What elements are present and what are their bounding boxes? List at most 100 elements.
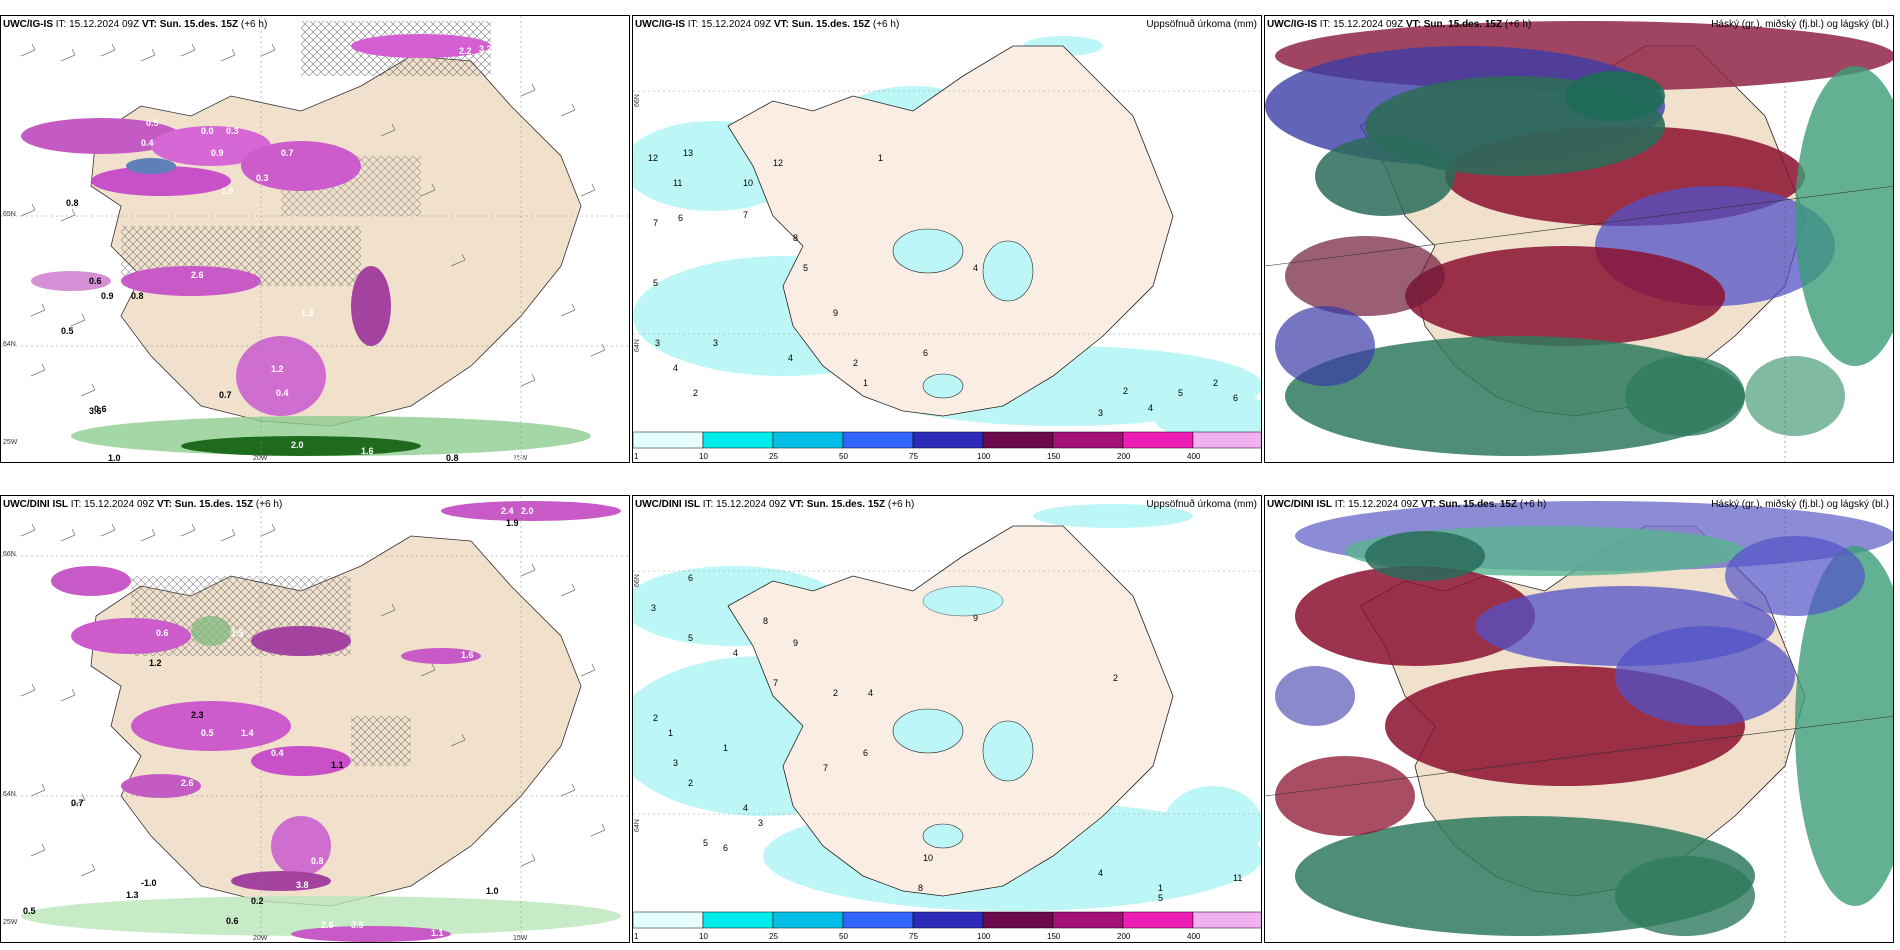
svg-text:4: 4 bbox=[788, 353, 793, 363]
grid-label: 20W bbox=[253, 455, 268, 462]
svg-text:400: 400 bbox=[1187, 932, 1201, 941]
precip-blobs bbox=[21, 501, 621, 942]
svg-text:1.8: 1.8 bbox=[511, 452, 524, 462]
svg-text:6: 6 bbox=[688, 573, 693, 583]
svg-text:10: 10 bbox=[699, 452, 708, 461]
grid-label: 66N bbox=[634, 574, 641, 587]
svg-text:5: 5 bbox=[803, 263, 808, 273]
panel-dini-cloud: UWC/DINI ISL IT: 15.12.2024 09Z VT: Sun.… bbox=[1264, 495, 1894, 943]
svg-text:1.5: 1.5 bbox=[231, 628, 244, 638]
svg-text:0.7: 0.7 bbox=[281, 148, 294, 158]
svg-text:4: 4 bbox=[743, 803, 748, 813]
svg-text:0.6: 0.6 bbox=[226, 916, 239, 926]
svg-text:2: 2 bbox=[693, 388, 698, 398]
svg-text:1: 1 bbox=[1158, 883, 1163, 893]
svg-text:4: 4 bbox=[1148, 403, 1153, 413]
svg-text:2.6: 2.6 bbox=[191, 270, 204, 280]
svg-text:0.4: 0.4 bbox=[141, 138, 154, 148]
map-precip-igis: 66N 64N 12 13 11 10 12 7 6 5 3 4 2 1 8 9… bbox=[633, 16, 1261, 462]
svg-text:2: 2 bbox=[1123, 386, 1128, 396]
panel-igis-wind: UWC/IG-IS IT: 15.12.2024 09Z VT: Sun. 15… bbox=[0, 15, 630, 463]
svg-text:6: 6 bbox=[863, 748, 868, 758]
svg-text:3.2: 3.2 bbox=[479, 44, 492, 54]
svg-text:0.4: 0.4 bbox=[276, 388, 289, 398]
map-wind-dini: 20W 15W 66N 64N 25W 2.4 2.0 1.9 2.7 1.5 … bbox=[1, 496, 629, 942]
svg-text:10: 10 bbox=[743, 178, 753, 188]
svg-text:1.4: 1.4 bbox=[41, 290, 54, 300]
svg-text:1: 1 bbox=[668, 728, 673, 738]
svg-text:25: 25 bbox=[769, 932, 778, 941]
svg-text:12: 12 bbox=[648, 153, 658, 163]
svg-text:13: 13 bbox=[683, 148, 693, 158]
svg-text:1.1: 1.1 bbox=[331, 760, 344, 770]
svg-text:7: 7 bbox=[773, 678, 778, 688]
svg-text:1.0: 1.0 bbox=[108, 453, 121, 463]
panel-subtitle: Háský (gr.), miðský (fj.bl.) og lágský (… bbox=[1711, 499, 1889, 510]
panel-dini-precip: UWC/DINI ISL IT: 15.12.2024 09Z VT: Sun.… bbox=[632, 495, 1262, 943]
svg-text:11: 11 bbox=[673, 178, 682, 188]
svg-text:0.7: 0.7 bbox=[71, 798, 84, 808]
svg-text:9: 9 bbox=[973, 613, 978, 623]
map-precip-dini: 66N 64N 6 3 1 2 5 4 7 8 9 3 2 1 5 6 4 3 … bbox=[633, 496, 1261, 942]
svg-text:1.9: 1.9 bbox=[506, 518, 519, 528]
svg-text:0.8: 0.8 bbox=[131, 291, 144, 301]
svg-text:2.7: 2.7 bbox=[56, 613, 69, 623]
svg-text:0.3: 0.3 bbox=[226, 126, 239, 136]
svg-text:200: 200 bbox=[1117, 452, 1131, 461]
svg-text:2.0: 2.0 bbox=[521, 506, 534, 516]
map-wind-igis: 20W 15W 65N 64N 25W 2.2 3.2 0.5 0.0 0.3 … bbox=[1, 16, 629, 463]
svg-text:1.6: 1.6 bbox=[461, 650, 474, 660]
svg-text:0.7: 0.7 bbox=[219, 390, 232, 400]
svg-text:1.0: 1.0 bbox=[486, 886, 499, 896]
svg-text:0.9: 0.9 bbox=[211, 148, 224, 158]
svg-text:3.8: 3.8 bbox=[296, 880, 309, 890]
svg-text:8: 8 bbox=[793, 233, 798, 243]
svg-text:4: 4 bbox=[1098, 868, 1103, 878]
svg-text:7: 7 bbox=[823, 763, 828, 773]
svg-text:1: 1 bbox=[878, 153, 883, 163]
svg-text:0.5: 0.5 bbox=[23, 906, 36, 916]
grid-label: 66N bbox=[634, 94, 641, 107]
svg-text:3: 3 bbox=[1098, 408, 1103, 418]
value-labels: 6 3 1 2 5 4 7 8 9 3 2 1 5 6 4 3 2 4 5 11… bbox=[651, 573, 1242, 903]
svg-text:0.6: 0.6 bbox=[89, 276, 102, 286]
svg-text:12: 12 bbox=[773, 158, 783, 168]
svg-text:1: 1 bbox=[634, 932, 639, 941]
svg-text:3.6: 3.6 bbox=[89, 406, 102, 416]
panel-subtitle: Háský (gr.), miðský (fj.bl.) og lágský (… bbox=[1711, 19, 1889, 30]
svg-text:3: 3 bbox=[651, 603, 656, 613]
svg-text:25: 25 bbox=[769, 452, 778, 461]
svg-text:10: 10 bbox=[923, 853, 933, 863]
value-labels: 2.4 2.0 1.9 2.7 1.5 0.6 1.2 2.3 0.5 1.4 … bbox=[23, 506, 534, 938]
svg-text:75: 75 bbox=[909, 932, 918, 941]
svg-text:1.4: 1.4 bbox=[241, 728, 254, 738]
svg-text:0.5: 0.5 bbox=[201, 728, 214, 738]
panel-igis-precip: UWC/IG-IS IT: 15.12.2024 09Z VT: Sun. 15… bbox=[632, 15, 1262, 463]
panel-igis-cloud: UWC/IG-IS IT: 15.12.2024 09Z VT: Sun. 15… bbox=[1264, 15, 1894, 463]
grid-label: 65N bbox=[3, 211, 16, 218]
svg-text:7: 7 bbox=[653, 218, 658, 228]
svg-text:0.8: 0.8 bbox=[66, 198, 79, 208]
svg-text:11: 11 bbox=[1233, 873, 1242, 883]
svg-text:3: 3 bbox=[655, 338, 660, 348]
svg-text:2: 2 bbox=[1213, 378, 1218, 388]
svg-text:0.5: 0.5 bbox=[146, 118, 159, 128]
svg-text:2: 2 bbox=[833, 688, 838, 698]
svg-text:1.1: 1.1 bbox=[431, 928, 444, 938]
svg-text:0.2: 0.2 bbox=[251, 896, 264, 906]
svg-text:6: 6 bbox=[723, 843, 728, 853]
svg-text:0.8: 0.8 bbox=[446, 453, 459, 463]
svg-text:2: 2 bbox=[688, 778, 693, 788]
panel-title: UWC/IG-IS IT: 15.12.2024 09Z VT: Sun. 15… bbox=[635, 19, 900, 30]
svg-text:8: 8 bbox=[763, 616, 768, 626]
svg-text:1.2: 1.2 bbox=[149, 658, 162, 668]
grid-label: 66N bbox=[3, 551, 16, 558]
svg-text:6: 6 bbox=[1233, 393, 1238, 403]
panel-dini-wind: UWC/DINI ISL IT: 15.12.2024 09Z VT: Sun.… bbox=[0, 495, 630, 943]
grid-label: 64N bbox=[634, 339, 641, 352]
svg-text:4: 4 bbox=[973, 263, 978, 273]
svg-text:1: 1 bbox=[723, 743, 728, 753]
svg-text:4: 4 bbox=[673, 363, 678, 373]
svg-text:-1.0: -1.0 bbox=[141, 878, 157, 888]
svg-text:3: 3 bbox=[713, 338, 718, 348]
